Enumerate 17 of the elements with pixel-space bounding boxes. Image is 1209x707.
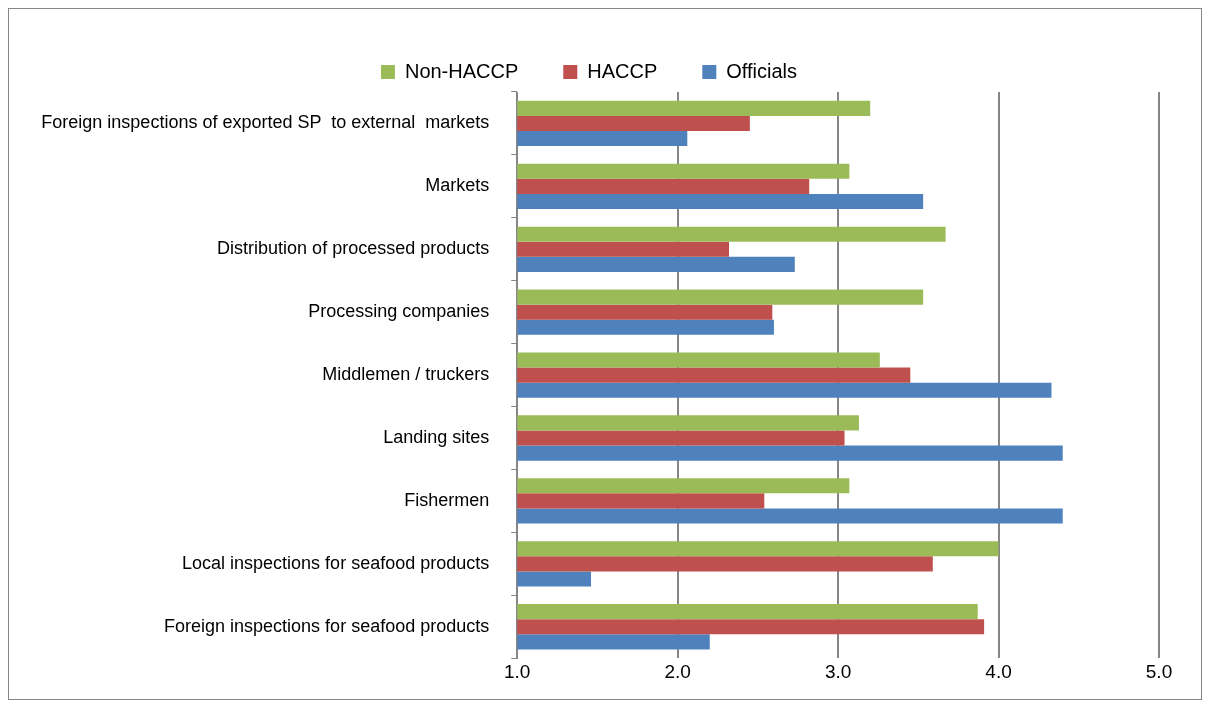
- y-tick-label: Local inspections for seafood products: [182, 552, 490, 573]
- legend-label: Non-HACCP: [404, 59, 519, 82]
- x-tick-label: 3.0: [824, 660, 852, 682]
- y-tick-label: Fishermen: [404, 489, 490, 510]
- legend-label: HACCP: [587, 59, 658, 82]
- y-tick-label: Processing companies: [308, 301, 490, 322]
- y-tick-label: Foreign inspections of exported SP to external markets: [41, 112, 490, 133]
- x-tick-label: 5.0: [1145, 660, 1173, 682]
- y-tick-label: Markets: [425, 175, 490, 196]
- y-tick-label: Landing sites: [383, 426, 490, 447]
- y-tick-label: Distribution of processed products: [217, 238, 490, 259]
- x-tick-label: 4.0: [985, 660, 1012, 682]
- legend-label: Officials: [726, 59, 798, 82]
- y-tick-label: Foreign inspections for seafood products: [164, 615, 490, 636]
- x-tick-label: 1.0: [504, 660, 531, 682]
- y-tick-label: Middlemen / truckers: [322, 364, 490, 385]
- x-tick-label: 2.0: [664, 660, 691, 682]
